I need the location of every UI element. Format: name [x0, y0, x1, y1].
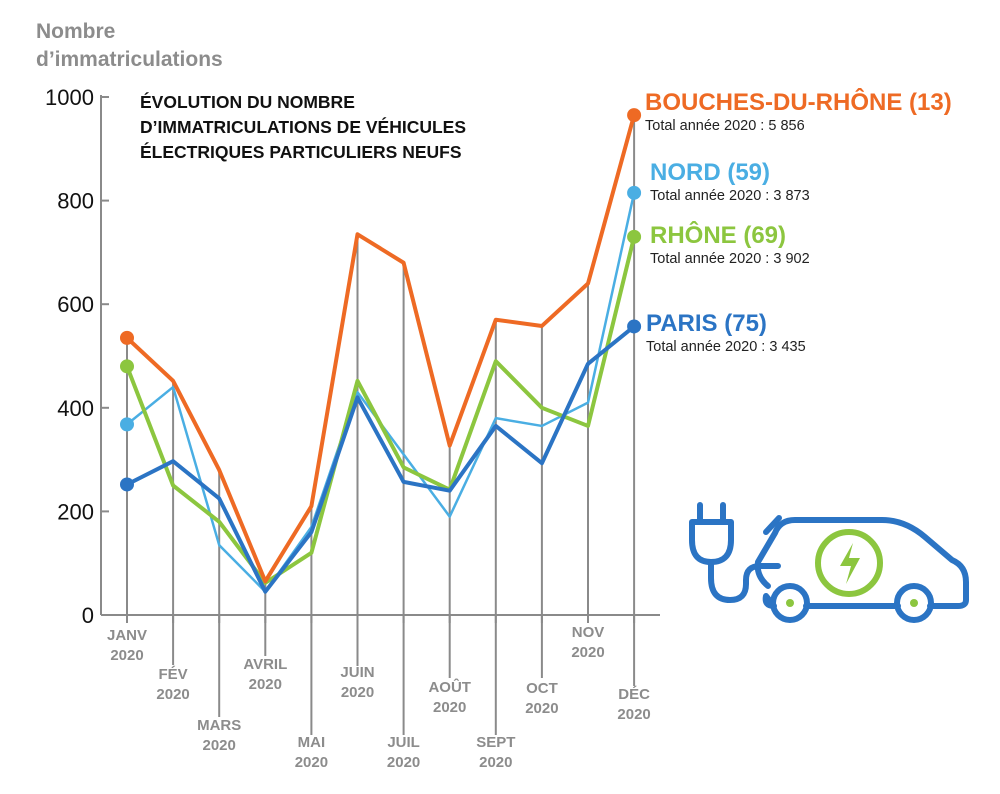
- x-axis-labels: JANV 2020 FÉV 2020 MARS 2020 AVRIL 2020 MAI 2020 J…: [107, 624, 651, 771]
- chart-title-line: ÉVOLUTION DU NOMBRE: [140, 92, 355, 112]
- x-tick-label: JUIL: [387, 734, 420, 751]
- x-tick-label: FÉV: [159, 666, 188, 683]
- legend-entry-nord: NORD (59) Total année 2020 : 3 873: [650, 159, 810, 205]
- y-axis-title: Nombre d’immatriculations: [36, 18, 223, 74]
- x-tick-label: 2020: [156, 686, 189, 703]
- series-lines: [120, 108, 642, 594]
- x-tick-label: MARS: [197, 717, 241, 734]
- series-point: [120, 477, 134, 492]
- x-tick-label: MAI: [298, 734, 326, 751]
- x-tick-label: AVRIL: [243, 656, 287, 673]
- series-point: [120, 359, 134, 374]
- legend-total: Total année 2020 : 3 873: [650, 188, 810, 204]
- legend-label: NORD (59): [650, 159, 771, 186]
- x-tick-label: 2020: [110, 647, 143, 664]
- series-point: [627, 229, 642, 244]
- x-tick-label: DÉC: [618, 686, 650, 703]
- series-line: [125, 234, 637, 585]
- series-point: [120, 417, 134, 432]
- legend-total: Total année 2020 : 5 856: [645, 118, 805, 134]
- legend-total: Total année 2020 : 3 902: [650, 251, 810, 267]
- legend-label: PARIS (75): [646, 310, 767, 337]
- y-tick-label: 400: [57, 396, 94, 421]
- electric-car-plug-icon: [689, 502, 969, 623]
- legend-entry-bouches-du-rhone: BOUCHES-DU-RHÔNE (13) Total année 2020 :…: [645, 89, 952, 135]
- series-point: [627, 185, 642, 200]
- x-tick-label: 2020: [617, 706, 650, 723]
- y-axis-title-line: Nombre: [36, 20, 116, 43]
- series-point: [627, 108, 642, 123]
- x-tick-label: OCT: [526, 680, 558, 697]
- chart-axes: [100, 95, 660, 616]
- x-tick-label: 2020: [525, 700, 558, 717]
- series-line: [125, 113, 637, 584]
- y-axis-ticks: 0 200 400 600 800 1000: [45, 85, 109, 628]
- x-tick-label: 2020: [203, 737, 236, 754]
- legend-entry-rhone: RHÔNE (69) Total année 2020 : 3 902: [650, 222, 810, 268]
- x-tick-label: JUIN: [340, 664, 374, 681]
- series-point: [120, 330, 134, 345]
- x-tick-label: AOÛT: [428, 678, 471, 696]
- legend-entry-paris: PARIS (75) Total année 2020 : 3 435: [646, 310, 806, 356]
- x-tick-label: SEPT: [476, 734, 515, 751]
- y-tick-label: 200: [57, 499, 94, 524]
- x-tick-label: 2020: [387, 754, 420, 771]
- x-tick-label: 2020: [479, 754, 512, 771]
- x-tick-label: 2020: [249, 676, 282, 693]
- legend-total: Total année 2020 : 3 435: [646, 339, 806, 355]
- x-tick-label: 2020: [295, 754, 328, 771]
- chart-title-line: D’IMMATRICULATIONS DE VÉHICULES: [140, 117, 467, 137]
- y-tick-label: 1000: [45, 85, 94, 110]
- x-tick-label: 2020: [571, 644, 604, 661]
- legend-label: BOUCHES-DU-RHÔNE (13): [645, 89, 952, 116]
- legend-label: RHÔNE (69): [650, 222, 787, 249]
- y-axis-title-line: d’immatriculations: [36, 48, 223, 71]
- chart-title: ÉVOLUTION DU NOMBRE D’IMMATRICULATIONS D…: [140, 90, 466, 165]
- y-tick-label: 0: [82, 603, 94, 628]
- series-point: [627, 319, 642, 334]
- month-gridlines: [126, 115, 636, 735]
- x-tick-label: NOV: [572, 624, 605, 641]
- y-tick-label: 800: [57, 189, 94, 214]
- x-tick-label: JANV: [107, 627, 147, 644]
- y-tick-label: 600: [57, 292, 94, 317]
- series-line: [125, 191, 636, 593]
- chart-title-line: ÉLECTRIQUES PARTICULIERS NEUFS: [140, 142, 462, 162]
- series-line: [125, 324, 637, 594]
- x-tick-label: 2020: [341, 684, 374, 701]
- x-tick-label: 2020: [433, 699, 466, 716]
